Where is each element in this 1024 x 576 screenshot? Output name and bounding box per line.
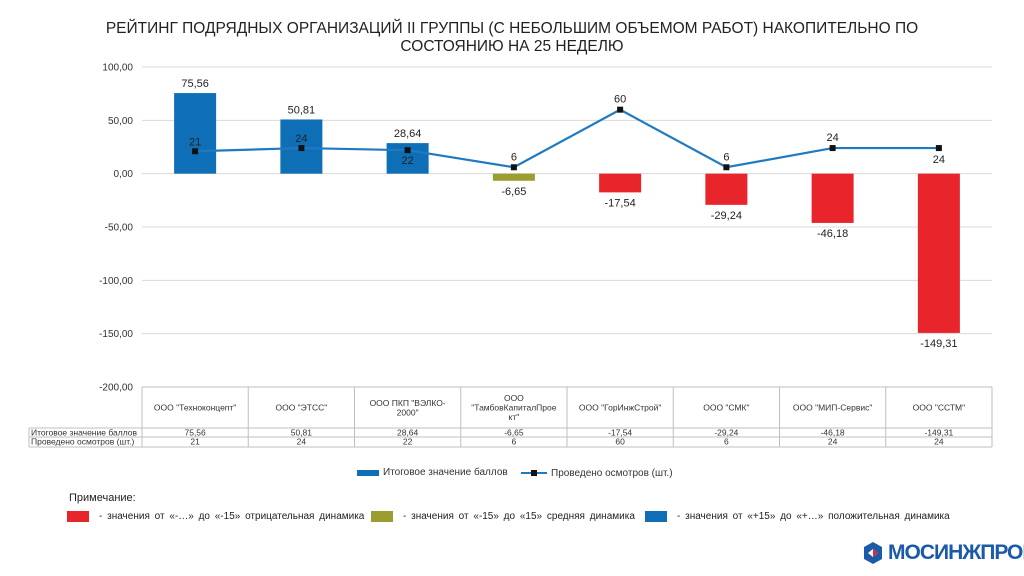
category-label: ООО "ССТМ" [913,403,966,413]
category-label: 2000" [397,407,419,417]
bar [917,173,960,333]
y-tick-label: -50,00 [105,223,134,234]
y-tick-label: -200,00 [99,383,133,394]
series-line [195,108,939,169]
table-cell: 6 [724,437,729,447]
bar-value-label: 50,81 [288,104,316,116]
table-cell: -29,24 [714,428,738,438]
note-positive: - значения от «+15» до «+…» положительна… [645,511,950,522]
note-neutral: - значения от «-15» до «15» средняя дина… [371,511,635,522]
table-row-header: Проведено осмотров (шт.) [31,437,135,447]
line-marker [935,145,942,152]
chart-title-line-1: РЕЙТИНГ ПОДРЯДНЫХ ОРГАНИЗАЦИЙ II ГРУППЫ … [105,20,919,37]
table-cell: 50,81 [291,428,313,438]
legend-line-label: Проведено осмотров (шт.) [551,467,673,479]
y-tick-label: 0,00 [114,169,134,180]
note-negative-text: - значения от «-…» до «-15» отрицательна… [99,511,365,522]
table-cell: 24 [297,437,307,447]
table-cell: -149,31 [924,428,953,438]
table-cell: 60 [615,437,625,447]
line-marker [192,148,199,155]
line-marker [617,106,624,113]
category-label: ООО "Техноконцепт" [154,403,236,413]
y-tick-label: -100,00 [99,276,133,287]
table-cell: 24 [934,437,944,447]
line-value-label: 60 [614,94,626,106]
table-cell: -17,54 [608,428,632,438]
note-negative: - значения от «-…» до «-15» отрицательна… [67,511,364,522]
note-neutral-text: - значения от «-15» до «15» средняя дина… [403,511,635,522]
legend-bar-label: Итоговое значение баллов [383,467,508,478]
chart-legend: Итоговое значение баллов Проведено осмот… [0,467,1024,487]
category-label: ООО [504,393,524,403]
bar-value-label: -46,18 [817,228,848,240]
table-cell: 21 [190,437,200,447]
line-value-label: 24 [827,132,839,144]
y-tick-label: -150,00 [99,329,133,340]
y-tick-label: 100,00 [102,63,133,74]
combo-chart: 100,00 50,00 0,00 -50,00 -100,00 -150,00 -200,… [28,63,993,448]
line-value-label: 6 [511,151,517,163]
line-value-label: 22 [402,155,414,167]
note-title: Примечание: [69,492,136,504]
line-marker [829,145,836,152]
category-label: ООО "СМК" [703,403,749,413]
table-cell: -6,65 [504,428,524,438]
logo-text: МОСИНЖПРОЕКТ [888,541,1024,564]
line-value-label: 21 [189,136,201,148]
table-cell: 6 [512,437,517,447]
line-marker [510,164,517,171]
line-marker [298,145,305,152]
bar [599,173,642,193]
logo-icon [864,542,882,564]
table-cell: 75,56 [184,428,206,438]
legend-item-bars: Итоговое значение баллов [357,467,508,478]
bar-value-label: 75,56 [181,78,209,90]
category-label: ООО "МИП-Сервис" [793,403,872,413]
note-negative-swatch [67,511,89,522]
note-positive-text: - значения от «+15» до «+…» положительна… [677,511,950,522]
table-cell: 24 [828,437,838,447]
note-neutral-swatch [371,511,393,522]
category-label: "ТамбовКапиталПрое [471,403,556,413]
bar-value-label: -17,54 [605,197,636,209]
table-cell: -46,18 [821,428,845,438]
table-cell: 28,64 [397,428,419,438]
legend-bar-swatch [357,469,379,476]
legend-line-swatch [521,467,547,479]
chart-title: РЕЙТИНГ ПОДРЯДНЫХ ОРГАНИЗАЦИЙ II ГРУППЫ … [0,20,1024,56]
line-value-label: 24 [295,133,307,145]
bar-value-label: -29,24 [711,210,742,222]
chart-title-line-2: СОСТОЯНИЮ НА 25 НЕДЕЛЮ [400,38,624,55]
note-positive-swatch [645,511,667,522]
bar-value-label: 28,64 [394,128,422,140]
legend-item-line: Проведено осмотров (шт.) [521,467,673,479]
category-label: ООО ПКП "ВЭЛКО- [370,398,446,408]
bar [174,93,217,174]
line-value-label: 24 [933,154,945,166]
line-value-label: 6 [723,151,729,163]
y-tick-label: 50,00 [108,116,133,127]
category-label: ООО "ЭТСС" [275,403,327,413]
bar-value-label: -6,65 [501,186,526,198]
bar [811,173,854,223]
line-marker [404,147,411,154]
category-label: кт" [509,412,520,422]
category-label: ООО "ГорИнжСтрой" [579,403,661,413]
table-row-header: Итоговое значение баллов [31,428,137,438]
table-cell: 22 [403,437,413,447]
company-logo: МОСИНЖПРОЕКТ [862,541,1024,565]
line-marker [723,164,730,171]
bar-value-label: -149,31 [920,338,957,350]
bar [705,173,748,205]
bar [492,173,535,181]
